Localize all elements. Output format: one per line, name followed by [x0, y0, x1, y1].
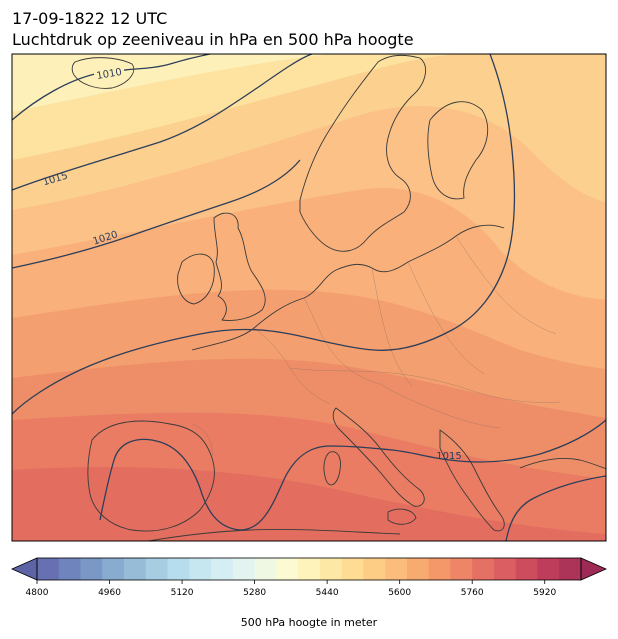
colorbar-swatch — [428, 558, 452, 580]
colorbar-swatch — [189, 558, 212, 580]
colorbar-swatch — [406, 558, 430, 580]
isobar-label-1010-bg — [94, 66, 124, 79]
isobar-label-1015-south: 1015 — [436, 451, 461, 462]
colorbar-swatches — [37, 558, 582, 580]
colorbar-swatch — [319, 558, 343, 580]
colorbar-tick-label: 5280 — [243, 588, 266, 598]
colorbar-swatch — [124, 558, 147, 580]
colorbar-swatch — [102, 558, 125, 580]
colorbar-extend-max — [580, 557, 607, 581]
colorbar-tick-label: 5120 — [171, 588, 194, 598]
map-title-datetime: 17-09-1822 12 UTC — [12, 9, 168, 28]
colorbar-swatch — [276, 558, 299, 580]
colorbar-swatch — [472, 558, 495, 580]
isobar-1010 — [12, 54, 211, 121]
country-borders — [191, 235, 561, 459]
colorbar-extend-min — [11, 557, 38, 581]
map-title-subtitle: Luchtdruk op zeeniveau in hPa en 500 hPa… — [12, 30, 414, 49]
colorbar-tick-label: 4800 — [26, 588, 49, 598]
colorbar-swatch — [385, 558, 408, 580]
colorbar-swatch — [450, 558, 473, 580]
isobar-1020 — [12, 159, 301, 269]
colorbar-swatch — [298, 558, 321, 580]
colorbar-swatch — [80, 558, 103, 580]
isobars — [12, 54, 606, 541]
colorbar-tick-label: 5760 — [461, 588, 484, 598]
weather-map: 1010 1015 1020 1015 — [11, 53, 607, 542]
colorbar-swatch — [145, 558, 169, 580]
colorbar-swatch — [58, 558, 82, 580]
colorbar-tick-label: 5920 — [533, 588, 556, 598]
colorbar-swatch — [559, 558, 582, 580]
height-band-8 — [12, 467, 606, 541]
colorbar-tick-label: 5600 — [388, 588, 411, 598]
colorbar-swatch — [37, 558, 60, 580]
isobar-1015-north — [12, 54, 313, 191]
colorbar-ticks: 4800 4960 5120 5280 5440 5600 5760 5920 — [26, 580, 556, 598]
colorbar-swatch — [515, 558, 539, 580]
colorbar-swatch — [537, 558, 560, 580]
colorbar-swatch — [341, 558, 364, 580]
colorbar-swatch — [167, 558, 190, 580]
colorbar-swatch — [493, 558, 517, 580]
map-frame — [11, 53, 607, 542]
colorbar-frame — [36, 557, 582, 581]
colorbar-label: 500 hPa hoogte in meter — [241, 616, 378, 629]
colorbar-swatch — [363, 558, 386, 580]
colorbar-tick-label: 5440 — [316, 588, 339, 598]
colorbar-swatch — [211, 558, 234, 580]
colorbar-swatch — [254, 558, 277, 580]
colorbar-swatch — [232, 558, 256, 580]
isobar-1015-southeast — [505, 475, 606, 541]
colorbar-tick-label: 4960 — [98, 588, 121, 598]
isobar-label-1010: 1010 — [96, 67, 123, 82]
isobar-1015-east — [12, 54, 516, 415]
isobar-1015-south — [99, 419, 606, 531]
